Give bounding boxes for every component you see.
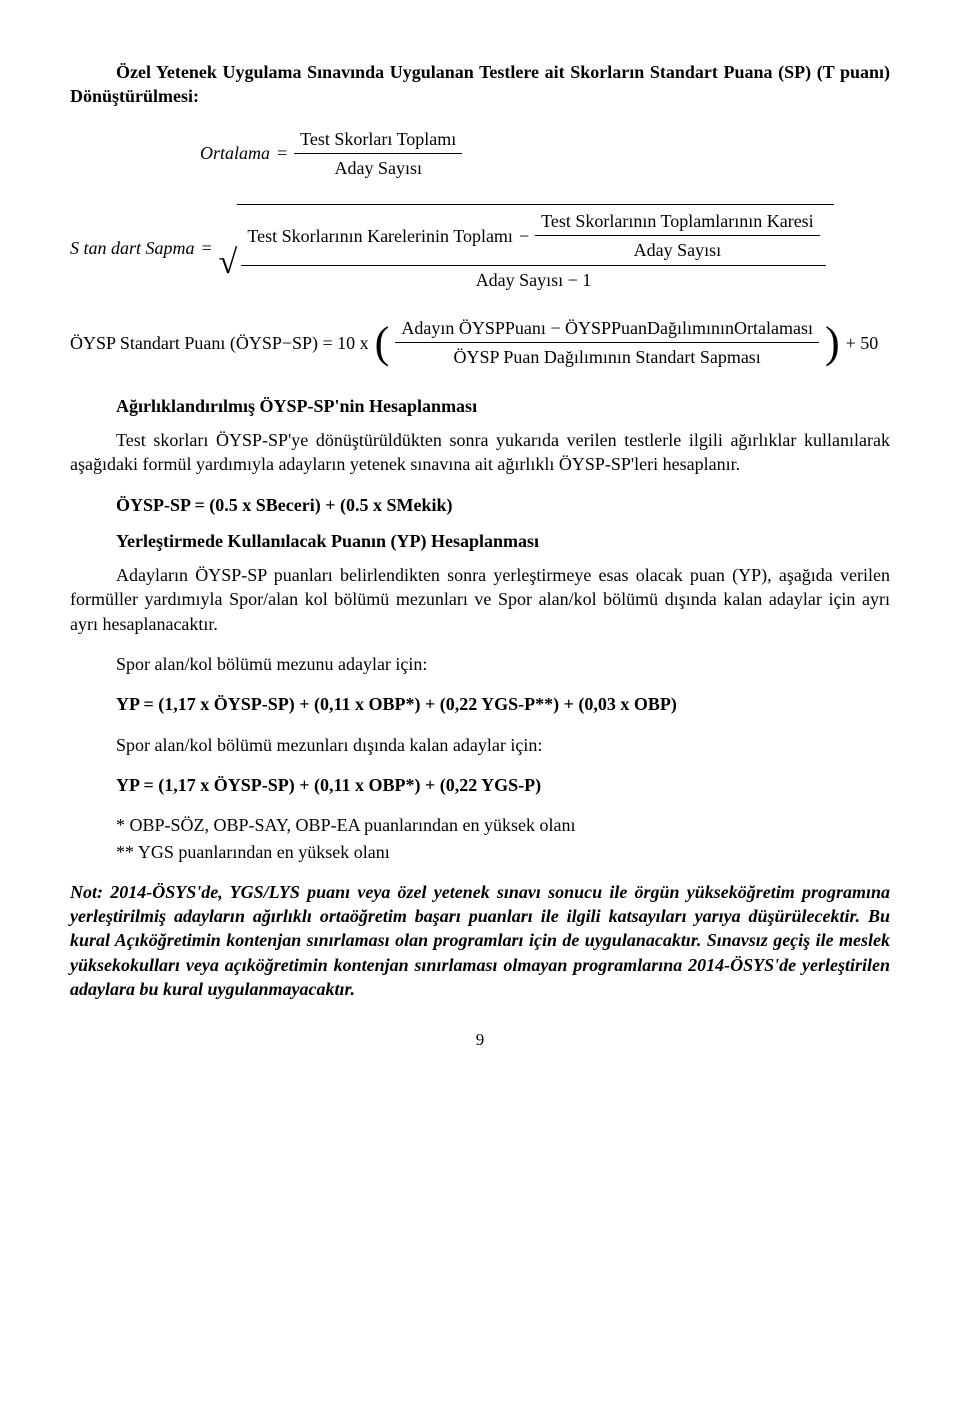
f3-tail: + 50 (846, 331, 879, 355)
footnote-obp: * OBP-SÖZ, OBP-SAY, OBP-EA puanlarından … (116, 813, 890, 837)
f3-frac: Adayın ÖYSPPuanı − ÖYSPPuanDağılımınınOr… (395, 316, 819, 370)
footnote-ygs: ** YGS puanlarından en yüksek olanı (116, 840, 890, 864)
f2-inner-frac: Test Skorlarının Toplamlarının Karesi Ad… (535, 209, 820, 263)
f3-num: Adayın ÖYSPPuanı − ÖYSPPuanDağılımınınOr… (395, 316, 819, 343)
formula-oysp-sp: ÖYSP-SP = (0.5 x SBeceri) + (0.5 x SMeki… (116, 493, 890, 517)
formula-ortalama: Ortalama = Test Skorları Toplamı Aday Sa… (200, 127, 890, 181)
f2-lhs: S tan dart Sapma (70, 236, 195, 260)
formula-yp2: YP = (1,17 x ÖYSP-SP) + (0,11 x OBP*) + … (116, 773, 890, 797)
f2-eq: = (201, 236, 213, 260)
f2-sqrt: √ Test Skorlarının Karelerinin Toplamı −… (219, 204, 834, 292)
paren-open-icon: ( (375, 325, 390, 360)
para-agirlik: Test skorları ÖYSP-SP'ye dönüştürüldükte… (70, 428, 890, 477)
f2-minus: − (519, 224, 529, 248)
formula-oysp: ÖYSP Standart Puanı (ÖYSP−SP) = 10 x ( A… (70, 316, 890, 370)
f3-lhs: ÖYSP Standart Puanı (ÖYSP−SP) = 10 x (70, 331, 369, 355)
page-number: 9 (70, 1029, 890, 1052)
line-disi: Spor alan/kol bölümü mezunları dışında k… (116, 733, 890, 757)
formula-sapma: S tan dart Sapma = √ Test Skorlarının Ka… (70, 204, 890, 292)
section-agirlik-head: Ağırlıklandırılmış ÖYSP-SP'nin Hesaplanm… (116, 394, 890, 418)
section-yp-head: Yerleştirmede Kullanılacak Puanın (YP) H… (116, 529, 890, 553)
f1-frac: Test Skorları Toplamı Aday Sayısı (294, 127, 462, 181)
para-yp: Adayların ÖYSP-SP puanları belirlendikte… (70, 563, 890, 636)
f3-den: ÖYSP Puan Dağılımının Standart Sapması (447, 343, 766, 369)
note-paragraph: Not: 2014-ÖSYS'de, YGS/LYS puanı veya öz… (70, 880, 890, 1001)
f2-inner-den: Aday Sayısı (628, 236, 728, 262)
formula-yp1: YP = (1,17 x ÖYSP-SP) + (0,11 x OBP*) + … (116, 692, 890, 716)
line-mezun: Spor alan/kol bölümü mezunu adaylar için… (116, 652, 890, 676)
f2-outer-den: Aday Sayısı − 1 (470, 266, 598, 292)
f1-num: Test Skorları Toplamı (294, 127, 462, 154)
f1-lhs: Ortalama (200, 141, 270, 165)
f1-den: Aday Sayısı (328, 154, 428, 180)
f2-outer-frac: Test Skorlarının Karelerinin Toplamı − T… (241, 209, 825, 292)
sqrt-icon: √ (219, 246, 238, 292)
page-title: Özel Yetenek Uygulama Sınavında Uygulana… (70, 60, 890, 109)
f2-inner-left: Test Skorlarının Karelerinin Toplamı (247, 224, 513, 248)
paren-close-icon: ) (825, 325, 840, 360)
f2-inner-num: Test Skorlarının Toplamlarının Karesi (535, 209, 820, 236)
f1-eq: = (276, 141, 288, 165)
